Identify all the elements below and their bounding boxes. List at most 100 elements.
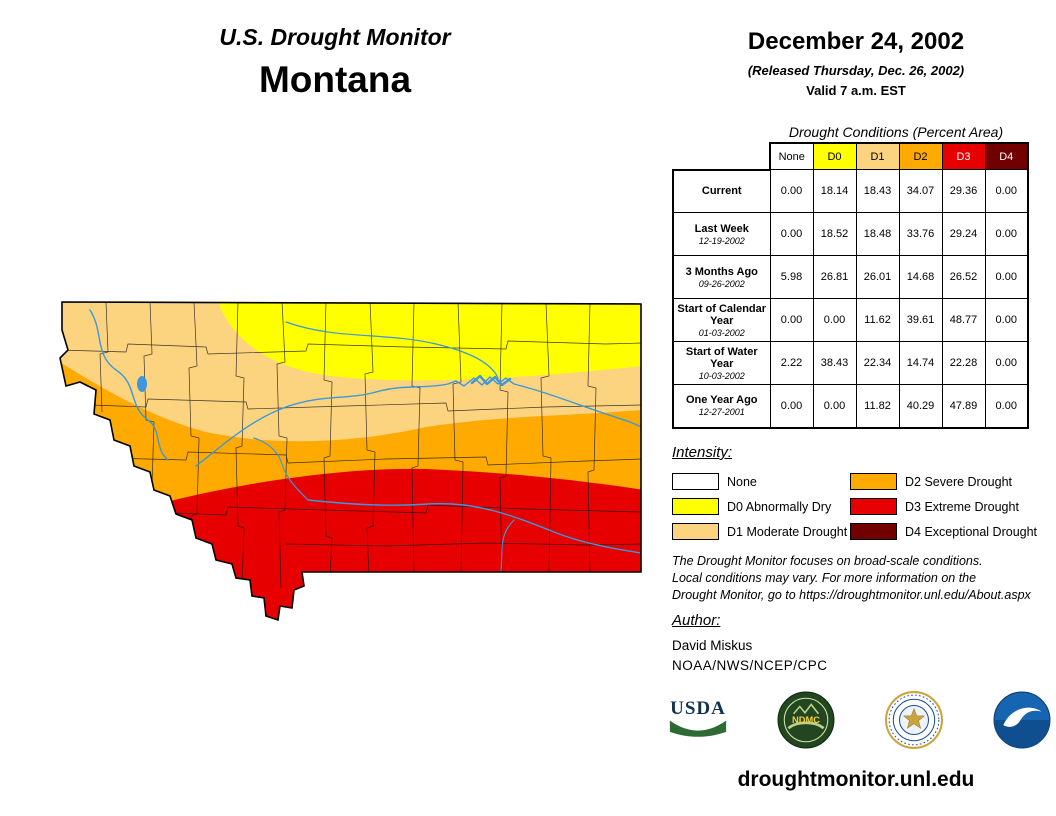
table-corner-cell	[673, 143, 770, 170]
table-cell: 11.62	[855, 298, 900, 342]
table-cell: 18.52	[812, 212, 857, 256]
ndmc-seal-icon: NDMC	[777, 691, 835, 749]
table-row-3-months-ago: 3 Months Ago 09-26-2002 5.98 26.81 26.01…	[672, 255, 1029, 299]
table-cell: 0.00	[769, 298, 814, 342]
column-header-none: None	[769, 142, 814, 170]
table-cell: 26.52	[941, 255, 986, 299]
column-header-d1: D1	[855, 142, 900, 170]
doc-seal-logo	[884, 690, 944, 750]
table-cell: 0.00	[984, 169, 1029, 213]
author-name: David Miskus	[672, 638, 753, 653]
table-cell: 22.28	[941, 341, 986, 385]
table-cell: 0.00	[984, 255, 1029, 299]
row-label: Last Week 12-19-2002	[672, 212, 771, 256]
d3-region	[60, 468, 641, 620]
table-row-one-year-ago: One Year Ago 12-27-2001 0.00 0.00 11.82 …	[672, 384, 1029, 429]
usda-logo-text: USDA	[670, 698, 726, 719]
date-block: December 24, 2002 (Released Thursday, De…	[660, 28, 1052, 98]
d4-swatch	[850, 523, 897, 540]
table-cell: 0.00	[984, 341, 1029, 385]
author-heading: Author:	[672, 612, 721, 629]
table-cell: 14.74	[898, 341, 943, 385]
table-cell: 0.00	[769, 212, 814, 256]
valid-time: Valid 7 a.m. EST	[806, 83, 906, 98]
table-cell: 0.00	[984, 384, 1029, 429]
table-cell: 0.00	[984, 212, 1029, 256]
noaa-seal-icon	[993, 691, 1051, 749]
table-cell: 0.00	[812, 384, 857, 429]
ndmc-logo: NDMC	[776, 690, 836, 750]
table-cell: 14.68	[898, 255, 943, 299]
legend-label: D4 Exceptional Drought	[905, 524, 1038, 539]
disclaimer-line: Drought Monitor, go to https://droughtmo…	[672, 588, 1031, 602]
d0-swatch	[672, 498, 719, 515]
state-outline	[59, 301, 642, 622]
legend-item-d2: D2 Severe Drought	[850, 469, 1050, 494]
row-label-date: 12-19-2002	[698, 235, 745, 246]
noaa-logo	[992, 690, 1052, 750]
table-row-last-week: Last Week 12-19-2002 0.00 18.52 18.48 33…	[672, 212, 1029, 256]
row-label-text: Current	[701, 185, 742, 198]
table-cell: 26.01	[855, 255, 900, 299]
row-label-date: 12-27-2001	[698, 407, 745, 418]
table-row-start-water-year: Start of Water Year 10-03-2002 2.22 38.4…	[672, 341, 1029, 385]
footer-url: droughtmonitor.unl.edu	[737, 768, 975, 791]
ndmc-logo-text: NDMC	[792, 715, 820, 725]
row-label: Current	[672, 168, 771, 213]
column-header-d4: D4	[984, 142, 1029, 170]
table-cell: 0.00	[769, 384, 814, 429]
table-cell: 26.81	[812, 255, 857, 299]
page-title: U.S. Drought Monitor	[219, 24, 451, 50]
legend-label: None	[727, 474, 757, 489]
table-cell: 2.22	[769, 341, 814, 385]
row-label: Start of Water Year 10-03-2002	[672, 341, 771, 385]
map-date: December 24, 2002	[747, 28, 965, 55]
table-row-current: Current 0.00 18.14 18.43 34.07 29.36 0.0…	[672, 168, 1029, 213]
logos-row: USDA NDMC	[668, 690, 1052, 750]
release-date: (Released Thursday, Dec. 26, 2002)	[747, 63, 965, 78]
row-label: 3 Months Ago 09-26-2002	[672, 255, 771, 299]
doc-seal-icon	[885, 691, 943, 749]
column-header-d0: D0	[812, 142, 857, 170]
montana-drought-map	[59, 301, 642, 622]
table-cell: 18.48	[855, 212, 900, 256]
table-cell: 34.07	[898, 169, 943, 213]
table-cell: 18.14	[812, 169, 857, 213]
legend-item-d3: D3 Extreme Drought	[850, 494, 1050, 519]
d0-region	[215, 302, 641, 381]
table-cell: 29.24	[941, 212, 986, 256]
column-header-d2: D2	[898, 142, 943, 170]
table-caption: Drought Conditions (Percent Area)	[788, 124, 1004, 140]
legend-item-d4: D4 Exceptional Drought	[850, 519, 1050, 544]
intensity-legend: None D0 Abnormally Dry D1 Moderate Droug…	[672, 469, 1050, 544]
disclaimer-text: The Drought Monitor focuses on broad-sca…	[672, 553, 1052, 604]
title-block: U.S. Drought Monitor Montana	[140, 24, 530, 101]
table-cell: 5.98	[769, 255, 814, 299]
table-cell: 40.29	[898, 384, 943, 429]
table-header-row: None D0 D1 D2 D3 D4	[673, 142, 1029, 170]
table-cell: 0.00	[984, 298, 1029, 342]
drought-conditions-table: None D0 D1 D2 D3 D4 Current 0.00 18.14 1…	[672, 142, 1029, 429]
row-label-date: 09-26-2002	[698, 278, 745, 289]
author-org: NOAA/NWS/NCEP/CPC	[672, 658, 828, 673]
legend-label: D2 Severe Drought	[905, 474, 1013, 489]
disclaimer-line: Local conditions may vary. For more info…	[672, 571, 977, 585]
row-label-text: 3 Months Ago	[685, 265, 758, 278]
row-label-date: 10-03-2002	[698, 370, 745, 381]
table-cell: 11.82	[855, 384, 900, 429]
table-cell: 29.36	[941, 169, 986, 213]
table-cell: 48.77	[941, 298, 986, 342]
table-cell: 22.34	[855, 341, 900, 385]
map-container	[46, 288, 646, 624]
disclaimer-line: The Drought Monitor focuses on broad-sca…	[672, 554, 983, 568]
d2-swatch	[850, 473, 897, 490]
row-label-date: 01-03-2002	[698, 327, 745, 338]
none-swatch	[672, 473, 719, 490]
row-label: One Year Ago 12-27-2001	[672, 384, 771, 429]
legend-item-none: None	[672, 469, 850, 494]
d1-swatch	[672, 523, 719, 540]
row-label: Start of Calendar Year 01-03-2002	[672, 298, 771, 342]
usda-logo: USDA	[668, 690, 728, 750]
legend-item-d0: D0 Abnormally Dry	[672, 494, 850, 519]
